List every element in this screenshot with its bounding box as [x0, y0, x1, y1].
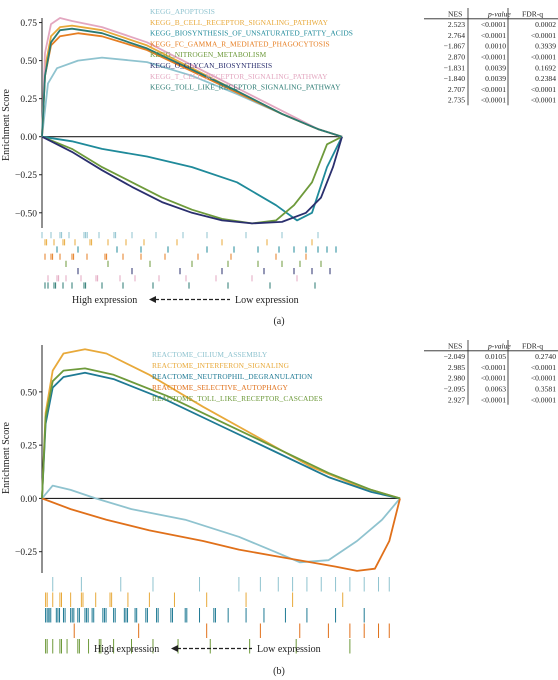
arrow-head: [149, 296, 156, 303]
y-tick-label: 0.00: [20, 133, 37, 143]
es-curve-interferon: [41, 348, 401, 500]
table-fdr-q: 0.3581: [535, 385, 556, 394]
panel-label: (b): [273, 666, 285, 677]
table-nes: −2.095: [444, 385, 466, 394]
panel-label: (a): [273, 316, 284, 327]
es-curve-nitrogen: [41, 135, 343, 225]
table-p-value: <0.0001: [481, 85, 506, 94]
low-expression-label: Low expression: [257, 644, 321, 655]
es-curve-t_cell: [41, 17, 343, 138]
table-header: p-value: [487, 9, 511, 18]
y-tick-label: 0.00: [20, 495, 37, 505]
y-tick-label: −0.25: [15, 548, 37, 558]
es-curve-o_glycan: [41, 135, 343, 225]
legend-entry-toll_kegg: KEGG_TOLL_LIKE_RECEPTOR_SIGNALING_PATHWA…: [150, 83, 341, 92]
table-fdr-q: <0.0001: [531, 85, 556, 94]
table-header: NES: [448, 341, 462, 350]
table-fdr-q: <0.0001: [531, 53, 556, 62]
table-fdr-q: 0.0002: [535, 20, 556, 29]
table-p-value: <0.0001: [481, 20, 506, 29]
table-fdr-q: 0.2740: [535, 352, 556, 361]
table-nes: 2.707: [448, 85, 465, 94]
legend-entry-t_cell: KEGG_T_CELL_RECEPTOR_SIGNALING_PATHWAY: [150, 72, 328, 81]
table-nes: 2.735: [448, 96, 465, 105]
es-curve-toll_kegg: [41, 27, 343, 138]
legend-entry-apoptosis: KEGG_APOPTOSIS: [150, 7, 215, 16]
y-axis-label: Enrichment Score: [1, 421, 12, 493]
table-p-value: <0.0001: [481, 395, 506, 404]
table-fdr-q: 0.1692: [535, 63, 556, 72]
y-tick-label: 0.50: [20, 57, 37, 67]
table-nes: 2.980: [448, 374, 465, 383]
table-nes: −1.831: [444, 63, 466, 72]
es-curve-autophagy: [41, 497, 401, 572]
legend-entry-neutrophil: REACTOME_NEUTROPHIL_DEGRANULATION: [152, 372, 313, 381]
y-tick-label: −0.25: [15, 171, 37, 181]
legend-entry-interferon: REACTOME_INTERFERON_SIGNALING: [152, 361, 290, 370]
es-curve-neutrophil: [41, 371, 401, 500]
y-tick-label: 0.50: [20, 388, 37, 398]
table-p-value: 0.0039: [485, 63, 506, 72]
table-nes: 2.764: [448, 31, 465, 40]
legend-entry-nitrogen: KEGG_NITROGEN_METABOLISM: [150, 50, 267, 59]
table-p-value: <0.0001: [481, 96, 506, 105]
y-tick-label: 0.75: [20, 19, 37, 29]
y-axis-label: Enrichment Score: [1, 88, 12, 160]
arrow-head: [171, 645, 178, 652]
legend-entry-b_cell: KEGG_B_CELL_RECEPTOR_SIGNALING_PATHWAY: [150, 18, 329, 27]
table-nes: 2.985: [448, 363, 465, 372]
table-p-value: <0.0001: [481, 53, 506, 62]
table-header: NES: [448, 9, 462, 18]
legend-entry-toll_reactome: REACTOME_TOLL_LIKE_RECEPTOR_CASCADES: [152, 394, 323, 403]
table-header: FDR-q: [522, 9, 543, 18]
table-header: p-value: [487, 341, 511, 350]
legend-entry-autophagy: REACTOME_SELECTIVE_AUTOPHAGY: [152, 383, 289, 392]
table-fdr-q: 0.2384: [535, 74, 556, 83]
table-fdr-q: <0.0001: [531, 96, 556, 105]
y-tick-label: 0.25: [20, 442, 37, 452]
table-p-value: <0.0001: [481, 363, 506, 372]
table-fdr-q: <0.0001: [531, 374, 556, 383]
table-p-value: 0.0105: [485, 352, 506, 361]
table-fdr-q: <0.0001: [531, 31, 556, 40]
table-nes: 2.927: [448, 395, 465, 404]
legend-entry-fc_gamma: KEGG_FC_GAMMA_R_MEDIATED_PHAGOCYTOSIS: [150, 39, 330, 48]
es-curve-biosynthesis: [41, 135, 343, 222]
table-fdr-q: 0.3939: [535, 42, 556, 51]
table-p-value: <0.0001: [481, 374, 506, 383]
panel-b: 0.50 0.25 0.00 −0.25 Enrichment Score REACTOM…: [1, 340, 558, 677]
low-expression-label: Low expression: [235, 295, 299, 306]
es-curve-cilium: [41, 484, 401, 564]
legend-entry-biosynthesis: KEGG_BIOSYNTHESIS_OF_UNSATURATED_FATTY_A…: [150, 29, 353, 38]
y-tick-label: 0.25: [20, 95, 37, 105]
y-tick-label: −0.50: [15, 209, 37, 219]
table-nes: −1.867: [444, 42, 466, 51]
table-p-value: 0.0010: [485, 42, 506, 51]
table-nes: −1.840: [444, 74, 466, 83]
table-fdr-q: <0.0001: [531, 395, 556, 404]
table-nes: 2.870: [448, 53, 465, 62]
es-curve-toll_reactome: [41, 367, 401, 500]
table-p-value: <0.0001: [481, 31, 506, 40]
table-nes: −2.049: [444, 352, 466, 361]
high-expression-label: High expression: [94, 644, 159, 655]
table-p-value: 0.0039: [485, 74, 506, 83]
table-nes: 2.523: [448, 20, 465, 29]
legend-entry-o_glycan: KEGG_O_GLYCAN_BIOSYNTHESIS: [150, 61, 272, 70]
table-header: FDR-q: [522, 341, 543, 350]
panel-a: 0.75 0.50 0.25 0.00 −0.25 −0.50 Enrichment Sco…: [1, 7, 558, 327]
table-p-value: 0.0063: [485, 385, 506, 394]
table-fdr-q: <0.0001: [531, 363, 556, 372]
legend-entry-cilium: REACTOME_CILIUM_ASSEMBLY: [152, 350, 268, 359]
high-expression-label: High expression: [72, 295, 137, 306]
